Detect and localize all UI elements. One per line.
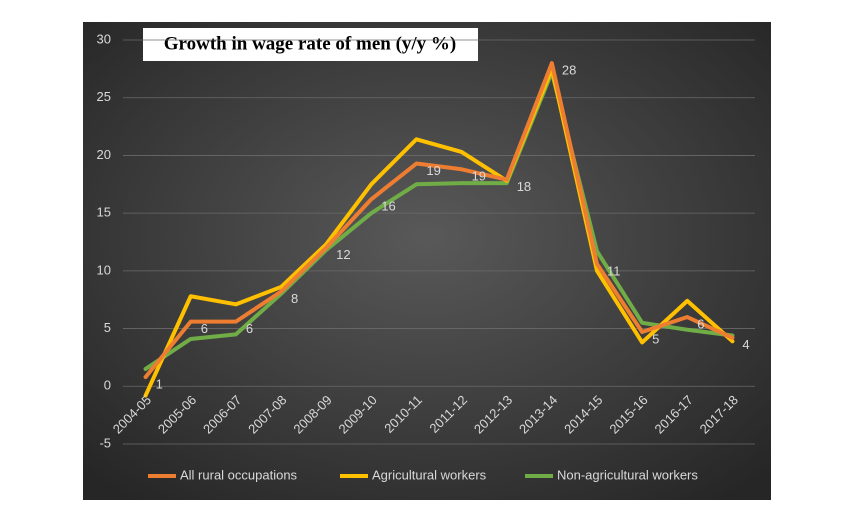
data-label: 8 <box>291 291 298 306</box>
data-label: 4 <box>742 337 749 352</box>
legend-label: All rural occupations <box>180 467 298 482</box>
y-tick-label: 5 <box>104 320 111 335</box>
legend-label: Non-agricultural workers <box>557 467 698 482</box>
data-label: 5 <box>652 331 659 346</box>
chart-title: Growth in wage rate of men (y/y %) <box>164 33 457 54</box>
data-label: 18 <box>517 179 531 194</box>
y-tick-label: 0 <box>104 378 111 393</box>
series-line <box>143 61 735 380</box>
y-tick-label: 15 <box>97 205 111 220</box>
y-tick-label: 30 <box>97 31 111 46</box>
data-label: 28 <box>562 63 576 78</box>
y-tick-label: 25 <box>97 89 111 104</box>
grid <box>123 39 755 445</box>
y-tick-label: 20 <box>97 147 111 162</box>
data-label: 12 <box>336 247 350 262</box>
data-label: 19 <box>426 163 440 178</box>
data-label: 16 <box>381 199 395 214</box>
data-label: 6 <box>201 321 208 336</box>
title-box <box>143 28 478 61</box>
series-line <box>143 70 735 371</box>
series-line <box>143 66 735 398</box>
data-label: 6 <box>697 316 704 331</box>
data-label: 11 <box>607 263 621 278</box>
legend-label: Agricultural workers <box>372 467 487 482</box>
y-tick-label: -5 <box>99 435 111 450</box>
chart-background <box>83 22 771 500</box>
y-tick-label: 10 <box>97 262 111 277</box>
data-label: 6 <box>246 321 253 336</box>
data-label: 19 <box>472 169 486 184</box>
data-label: 1 <box>156 376 163 391</box>
